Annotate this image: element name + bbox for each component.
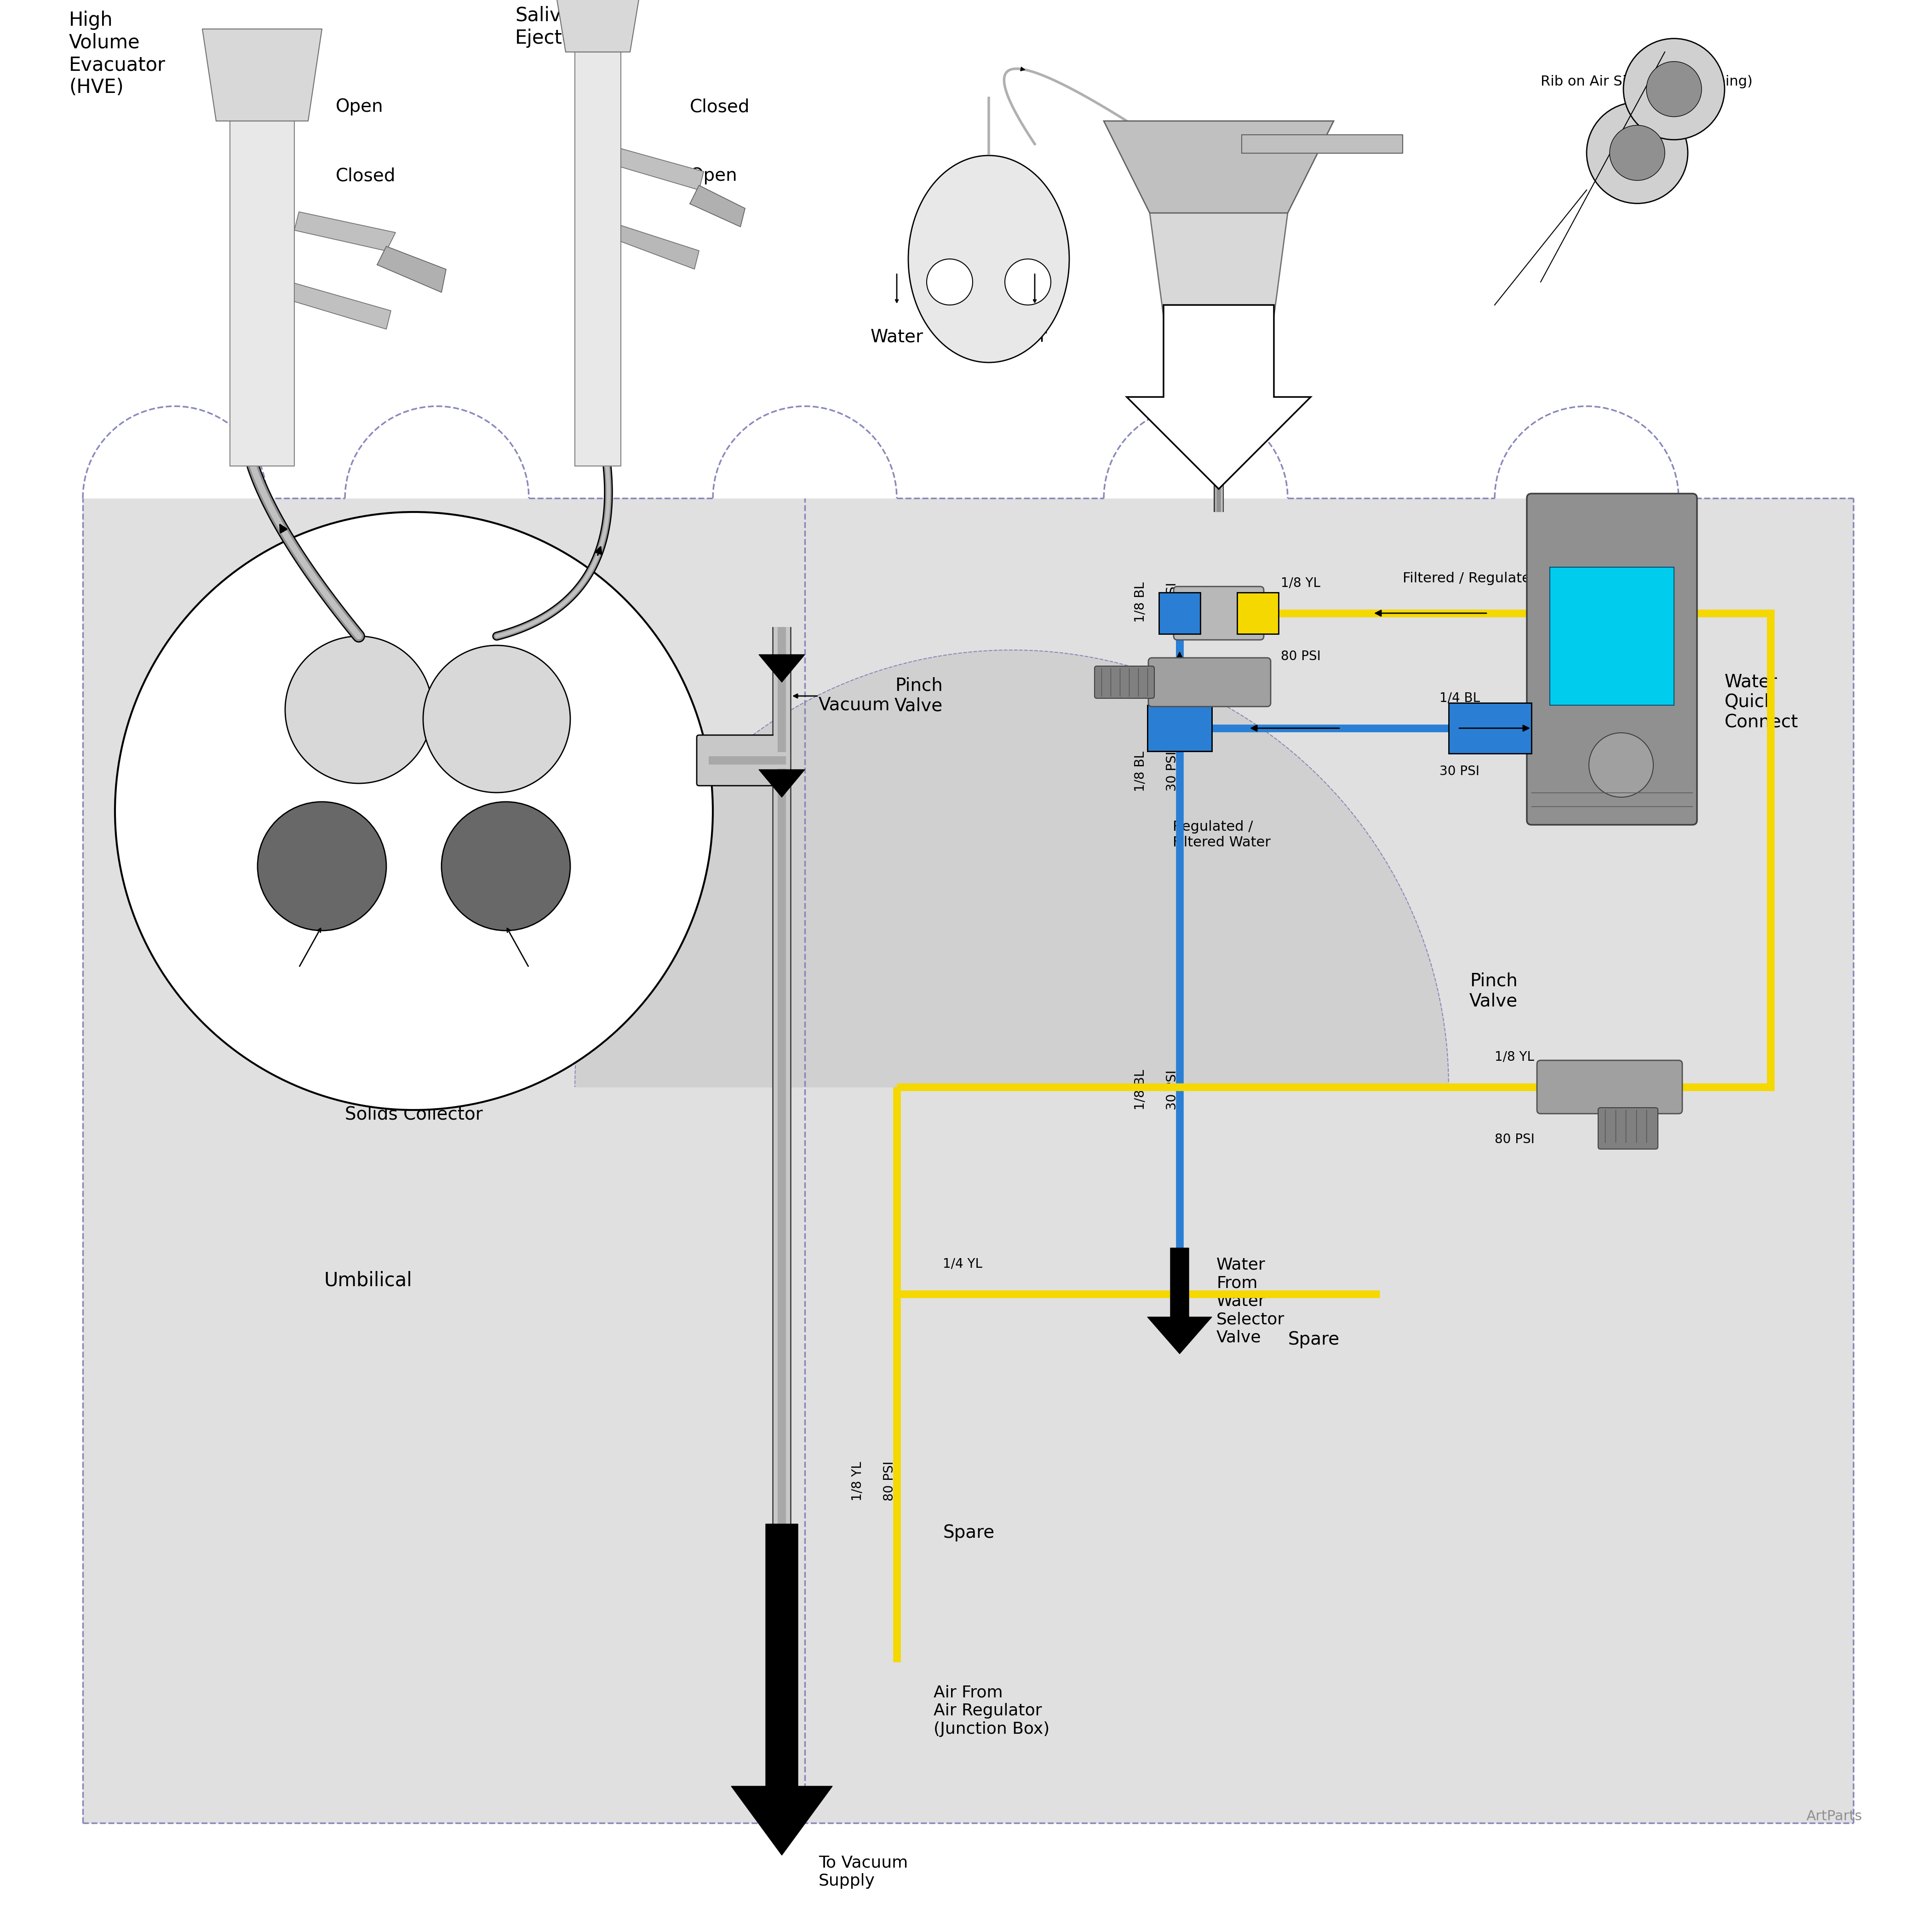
Text: 80 PSI: 80 PSI — [883, 1461, 896, 1501]
Text: High
Volume
Evacuator
(HVE): High Volume Evacuator (HVE) — [70, 11, 166, 98]
Text: Closed: Closed — [690, 98, 750, 115]
Text: Water
From
Water
Selector
Valve: Water From Water Selector Valve — [1217, 1256, 1285, 1346]
Polygon shape — [556, 0, 639, 52]
Circle shape — [1609, 124, 1665, 180]
Polygon shape — [0, 0, 1932, 498]
Text: To Vacuum
Supply: To Vacuum Supply — [819, 1856, 908, 1888]
Polygon shape — [759, 770, 806, 797]
Polygon shape — [203, 29, 323, 121]
Text: Pinch
Valve: Pinch Valve — [895, 678, 943, 714]
Polygon shape — [346, 406, 529, 498]
Polygon shape — [1495, 406, 1679, 498]
Text: Water
Quick
Connect: Water Quick Connect — [1725, 672, 1799, 732]
Text: 1/8 BL: 1/8 BL — [1134, 751, 1146, 791]
Polygon shape — [377, 247, 446, 293]
FancyBboxPatch shape — [1598, 1107, 1658, 1149]
FancyBboxPatch shape — [1526, 494, 1696, 825]
Circle shape — [1588, 733, 1654, 797]
Text: Solids Collector: Solids Collector — [346, 1105, 483, 1122]
Polygon shape — [230, 121, 294, 465]
Polygon shape — [576, 649, 1449, 1088]
Text: Water: Water — [869, 327, 923, 345]
Text: Spare: Spare — [1289, 1331, 1339, 1348]
Text: Vacuum: Vacuum — [819, 695, 891, 714]
Text: 1/8 YL: 1/8 YL — [1495, 1049, 1534, 1063]
Text: Air: Air — [1022, 327, 1047, 345]
Text: 30 PSI: 30 PSI — [1165, 751, 1179, 791]
Text: Capped: Capped — [288, 958, 355, 975]
Polygon shape — [1103, 121, 1333, 213]
FancyBboxPatch shape — [1173, 586, 1264, 640]
Ellipse shape — [908, 155, 1068, 362]
Text: Spare: Spare — [943, 1524, 995, 1542]
Polygon shape — [759, 655, 806, 682]
Text: 1/8 YL: 1/8 YL — [850, 1461, 864, 1501]
Text: 30 PSI: 30 PSI — [1439, 764, 1480, 777]
FancyBboxPatch shape — [1538, 1061, 1683, 1115]
Polygon shape — [1242, 134, 1403, 153]
Polygon shape — [294, 283, 390, 329]
Text: Air From
Air Regulator
(Junction Box): Air From Air Regulator (Junction Box) — [933, 1685, 1049, 1737]
Text: 30 PSI: 30 PSI — [1165, 582, 1179, 622]
FancyArrow shape — [1148, 1249, 1211, 1354]
Text: 80 PSI: 80 PSI — [1495, 1134, 1534, 1145]
Polygon shape — [1103, 406, 1289, 498]
FancyArrow shape — [730, 1524, 833, 1856]
Polygon shape — [620, 149, 703, 190]
Text: Umbilical: Umbilical — [325, 1272, 412, 1291]
Text: 80 PSI: 80 PSI — [1281, 649, 1321, 663]
Polygon shape — [83, 406, 267, 498]
Circle shape — [1586, 101, 1689, 203]
Circle shape — [286, 636, 433, 783]
Polygon shape — [1150, 144, 1289, 419]
Polygon shape — [83, 498, 1853, 1823]
Polygon shape — [1126, 304, 1310, 488]
Circle shape — [257, 802, 386, 931]
Polygon shape — [620, 226, 699, 270]
FancyBboxPatch shape — [1148, 659, 1271, 707]
Bar — [1148, 705, 1211, 751]
Text: 1/4 YL: 1/4 YL — [943, 1256, 981, 1270]
Circle shape — [423, 645, 570, 793]
Circle shape — [1646, 61, 1702, 117]
Circle shape — [442, 802, 570, 931]
Circle shape — [927, 259, 972, 304]
Text: Filtered / Regulated Air: Filtered / Regulated Air — [1403, 573, 1563, 586]
Polygon shape — [576, 52, 620, 465]
Text: 1/8 YL: 1/8 YL — [1281, 576, 1320, 590]
Circle shape — [116, 511, 713, 1111]
Text: Closed: Closed — [336, 167, 396, 184]
Bar — [1236, 592, 1279, 634]
Text: ArtParts: ArtParts — [1806, 1810, 1862, 1823]
Text: 1/8 BL: 1/8 BL — [1134, 1069, 1146, 1111]
Text: 30 PSI: 30 PSI — [1165, 1070, 1179, 1111]
Bar — [1148, 705, 1211, 751]
Polygon shape — [294, 213, 396, 251]
FancyBboxPatch shape — [697, 735, 784, 785]
Circle shape — [1005, 259, 1051, 304]
Bar — [1549, 567, 1673, 705]
Text: Saliva
Ejector: Saliva Ejector — [516, 6, 582, 48]
Text: 1/4 BL: 1/4 BL — [1439, 691, 1480, 705]
Bar — [1449, 703, 1532, 753]
Text: Open: Open — [690, 167, 738, 184]
Text: Open: Open — [336, 98, 383, 115]
Text: Pinch
Valve: Pinch Valve — [1468, 973, 1519, 1009]
Text: Rib on Air Side (Yellow Tubing): Rib on Air Side (Yellow Tubing) — [1540, 75, 1752, 88]
Polygon shape — [713, 406, 896, 498]
Text: 1/8 BL: 1/8 BL — [1134, 582, 1146, 622]
FancyBboxPatch shape — [1095, 666, 1153, 699]
Text: Regulated /
Filtered Water: Regulated / Filtered Water — [1173, 820, 1271, 848]
Polygon shape — [690, 186, 746, 226]
Circle shape — [1623, 38, 1725, 140]
Bar — [1159, 592, 1200, 634]
